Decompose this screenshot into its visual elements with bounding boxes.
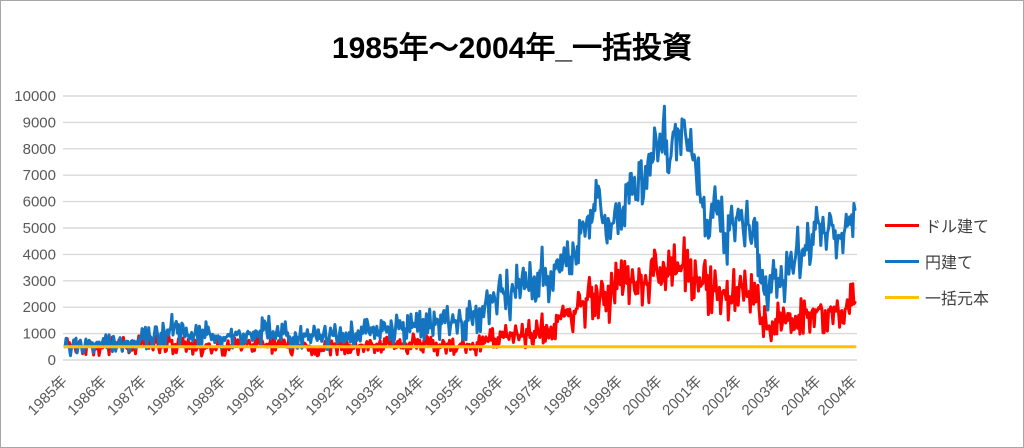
legend-label-principal: 一括元本 xyxy=(925,291,990,308)
svg-text:10000: 10000 xyxy=(14,88,56,105)
svg-text:1995年: 1995年 xyxy=(421,373,467,419)
legend-swatch-dollar xyxy=(885,223,919,227)
svg-text:2002年: 2002年 xyxy=(699,373,745,419)
svg-text:1996年: 1996年 xyxy=(461,373,507,419)
svg-text:7000: 7000 xyxy=(23,167,56,184)
svg-text:6000: 6000 xyxy=(23,194,56,211)
svg-text:1987年: 1987年 xyxy=(104,373,150,419)
svg-text:1989年: 1989年 xyxy=(183,373,229,419)
svg-text:4000: 4000 xyxy=(23,246,56,263)
gridlines xyxy=(63,95,857,361)
series-lines xyxy=(63,104,857,358)
legend-item-dollar: ドル建て xyxy=(885,214,989,236)
svg-text:1998年: 1998年 xyxy=(540,373,586,419)
svg-text:1994年: 1994年 xyxy=(382,373,428,419)
series-line-0 xyxy=(63,236,857,358)
legend-label-yen: 円建て xyxy=(925,255,974,272)
legend: ドル建て 円建て 一括元本 xyxy=(885,214,989,308)
svg-text:5000: 5000 xyxy=(23,220,56,237)
svg-text:2001年: 2001年 xyxy=(659,373,705,419)
svg-text:9000: 9000 xyxy=(23,114,56,131)
svg-text:2004年: 2004年 xyxy=(778,373,824,419)
x-axis-tick-labels: 1985年1986年1987年1988年1989年1990年1991年1992年… xyxy=(25,373,861,419)
svg-text:1990年: 1990年 xyxy=(223,373,269,419)
svg-text:3000: 3000 xyxy=(23,273,56,290)
svg-text:1000: 1000 xyxy=(23,326,56,343)
svg-text:1993年: 1993年 xyxy=(342,373,388,419)
svg-text:1985年: 1985年 xyxy=(25,373,71,419)
svg-text:8000: 8000 xyxy=(23,141,56,158)
legend-swatch-yen xyxy=(885,259,919,263)
chart-title: 1985年〜2004年_一括投資 xyxy=(331,32,693,65)
svg-text:1992年: 1992年 xyxy=(302,373,348,419)
legend-item-principal: 一括元本 xyxy=(885,286,989,308)
svg-text:1997年: 1997年 xyxy=(501,373,547,419)
svg-text:1999年: 1999年 xyxy=(580,373,626,419)
legend-swatch-principal xyxy=(885,295,919,299)
svg-text:2003年: 2003年 xyxy=(739,373,785,419)
svg-text:2000年: 2000年 xyxy=(620,373,666,419)
legend-label-dollar: ドル建て xyxy=(925,219,990,236)
series-line-1 xyxy=(63,104,857,358)
svg-text:2004年: 2004年 xyxy=(815,373,861,419)
svg-text:0: 0 xyxy=(48,352,56,369)
svg-text:1991年: 1991年 xyxy=(263,373,309,419)
svg-text:1988年: 1988年 xyxy=(144,373,190,419)
y-axis-tick-labels: 0 1000 2000 3000 4000 5000 6000 7000 8000 9000 100… xyxy=(14,88,56,369)
svg-text:2000: 2000 xyxy=(23,299,56,316)
svg-text:1986年: 1986年 xyxy=(64,373,110,419)
legend-item-yen: 円建て xyxy=(885,250,989,272)
